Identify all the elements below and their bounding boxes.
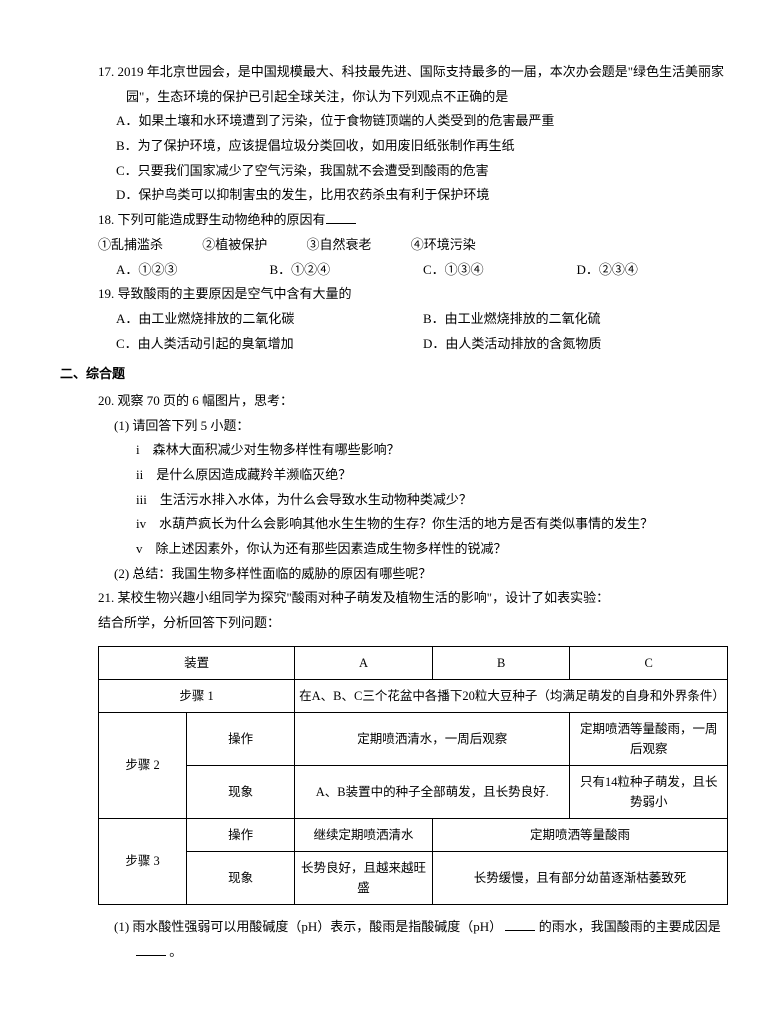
q21-s1b: 的雨水，我国酸雨的主要成因是 (539, 919, 721, 934)
cell-phenom-ab: A、B装置中的种子全部萌发，且长势良好. (295, 765, 570, 818)
q18-c2: ②植被保护 (202, 237, 267, 252)
cell-c: C (570, 646, 728, 679)
q20-v: v 除上述因素外，你认为还有那些因素造成生物多样性的锐减？ (60, 537, 730, 562)
q17-num: 17. (98, 64, 114, 79)
cell-op: 操作 (187, 712, 295, 765)
table-row: 步骤 1 在A、B、C三个花盆中各播下20粒大豆种子（均满足萌发的自身和外界条件… (99, 679, 728, 712)
table-row: 步骤 3 操作 继续定期喷洒清水 定期喷洒等量酸雨 (99, 818, 728, 851)
q18-option-b: B．①②④ (270, 258, 424, 283)
q20-num: 20. (98, 393, 114, 408)
cell-op3-bc: 定期喷洒等量酸雨 (432, 818, 727, 851)
cell-b: B (432, 646, 570, 679)
q19-option-b: B．由工业燃烧排放的二氧化硫 (423, 307, 730, 332)
cell-step1-desc: 在A、B、C三个花盆中各播下20粒大豆种子（均满足萌发的自身和外界条件） (295, 679, 728, 712)
q17-text: 2019 年北京世园会，是中国规模最大、科技最先进、国际支持最多的一届，本次办会… (118, 64, 725, 104)
q19-option-c: C．由人类活动引起的臭氧增加 (116, 332, 423, 357)
q20-text: 观察 70 页的 6 幅图片，思考： (118, 393, 294, 408)
q18-c4: ④环境污染 (411, 237, 476, 252)
q19-num: 19. (98, 286, 114, 301)
q18-option-c: C．①③④ (423, 258, 577, 283)
q18-options: A．①②③ B．①②④ C．①③④ D．②③④ (60, 258, 730, 283)
q18-num: 18. (98, 212, 114, 227)
experiment-table: 装置 A B C 步骤 1 在A、B、C三个花盆中各播下20粒大豆种子（均满足萌… (98, 646, 728, 905)
cell-phenom: 现象 (187, 765, 295, 818)
q18-c3: ③自然衰老 (307, 237, 372, 252)
q18-option-a: A．①②③ (116, 258, 270, 283)
question-18: 18. 下列可能造成野生动物绝种的原因有 (60, 208, 730, 233)
q19-options-row2: C．由人类活动引起的臭氧增加 D．由人类活动排放的含氮物质 (60, 332, 730, 357)
q17-option-c: C．只要我们国家减少了空气污染，我国就不会遭受到酸雨的危害 (60, 159, 730, 184)
q20-sub2: (2) 总结：我国生物多样性面临的威胁的原因有哪些呢？ (60, 562, 730, 587)
q20-sub1: (1) 请回答下列 5 小题： (60, 414, 730, 439)
cell-phenom-c: 只有14粒种子萌发，且长势弱小 (570, 765, 728, 818)
question-17: 17. 2019 年北京世园会，是中国规模最大、科技最先进、国际支持最多的一届，… (60, 60, 730, 109)
q20-i: i 森林大面积减少对生物多样性有哪些影响？ (60, 438, 730, 463)
cell-op3: 操作 (187, 818, 295, 851)
table-row: 步骤 2 操作 定期喷洒清水，一周后观察 定期喷洒等量酸雨，一周后观察 (99, 712, 728, 765)
q18-option-d: D．②③④ (577, 258, 731, 283)
cell-op-c: 定期喷洒等量酸雨，一周后观察 (570, 712, 728, 765)
cell-op3-a: 继续定期喷洒清水 (295, 818, 433, 851)
table-row: 现象 长势良好，且越来越旺盛 长势缓慢，且有部分幼苗逐渐枯萎致死 (99, 851, 728, 904)
q18-circled-items: ①乱捕滥杀 ②植被保护 ③自然衰老 ④环境污染 (60, 233, 730, 258)
q20-iv: iv 水葫芦疯长为什么会影响其他水生生物的生存？你生活的地方是否有类似事情的发生… (60, 512, 730, 537)
q21-text: 某校生物兴趣小组同学为探究"酸雨对种子萌发及植物生活的影响"，设计了如表实验： (118, 590, 610, 605)
cell-a: A (295, 646, 433, 679)
q17-option-b: B．为了保护环境，应该提倡垃圾分类回收，如用废旧纸张制作再生纸 (60, 134, 730, 159)
cell-op-ab: 定期喷洒清水，一周后观察 (295, 712, 570, 765)
cell-phenom3-a: 长势良好，且越来越旺盛 (295, 851, 433, 904)
q17-option-d: D．保护鸟类可以抑制害虫的发生，比用农药杀虫有利于保护环境 (60, 183, 730, 208)
cell-phenom3: 现象 (187, 851, 295, 904)
section-2-title: 二、综合题 (60, 362, 730, 387)
q21-num: 21. (98, 590, 114, 605)
blank-ph (505, 916, 535, 931)
cell-step3: 步骤 3 (99, 818, 187, 904)
cell-phenom3-bc: 长势缓慢，且有部分幼苗逐渐枯萎致死 (432, 851, 727, 904)
q19-options-row1: A．由工业燃烧排放的二氧化碳 B．由工业燃烧排放的二氧化硫 (60, 307, 730, 332)
q21-sub1: (1) 雨水酸性强弱可以用酸碱度（pH）表示，酸雨是指酸碱度（pH） 的雨水，我… (60, 915, 730, 964)
q19-option-a: A．由工业燃烧排放的二氧化碳 (116, 307, 423, 332)
cell-step2: 步骤 2 (99, 712, 187, 818)
cell-step1: 步骤 1 (99, 679, 295, 712)
blank-reason (136, 941, 166, 956)
question-21: 21. 某校生物兴趣小组同学为探究"酸雨对种子萌发及植物生活的影响"，设计了如表… (60, 586, 730, 611)
cell-device: 装置 (99, 646, 295, 679)
q19-text: 导致酸雨的主要原因是空气中含有大量的 (118, 286, 352, 301)
q19-option-d: D．由人类活动排放的含氮物质 (423, 332, 730, 357)
q21-s1c: 。 (169, 944, 182, 959)
q21-s1a: (1) 雨水酸性强弱可以用酸碱度（pH）表示，酸雨是指酸碱度（pH） (114, 919, 502, 934)
table-row: 装置 A B C (99, 646, 728, 679)
q18-c1: ①乱捕滥杀 (98, 237, 163, 252)
q21-text2: 结合所学，分析回答下列问题： (60, 611, 730, 636)
q20-iii: iii 生活污水排入水体，为什么会导致水生动物种类减少？ (60, 488, 730, 513)
question-20: 20. 观察 70 页的 6 幅图片，思考： (60, 389, 730, 414)
table-row: 现象 A、B装置中的种子全部萌发，且长势良好. 只有14粒种子萌发，且长势弱小 (99, 765, 728, 818)
q20-ii: ii 是什么原因造成藏羚羊濒临灭绝？ (60, 463, 730, 488)
q18-text: 下列可能造成野生动物绝种的原因有 (118, 212, 326, 227)
question-19: 19. 导致酸雨的主要原因是空气中含有大量的 (60, 282, 730, 307)
q17-option-a: A．如果土壤和水环境遭到了污染，位于食物链顶端的人类受到的危害最严重 (60, 109, 730, 134)
